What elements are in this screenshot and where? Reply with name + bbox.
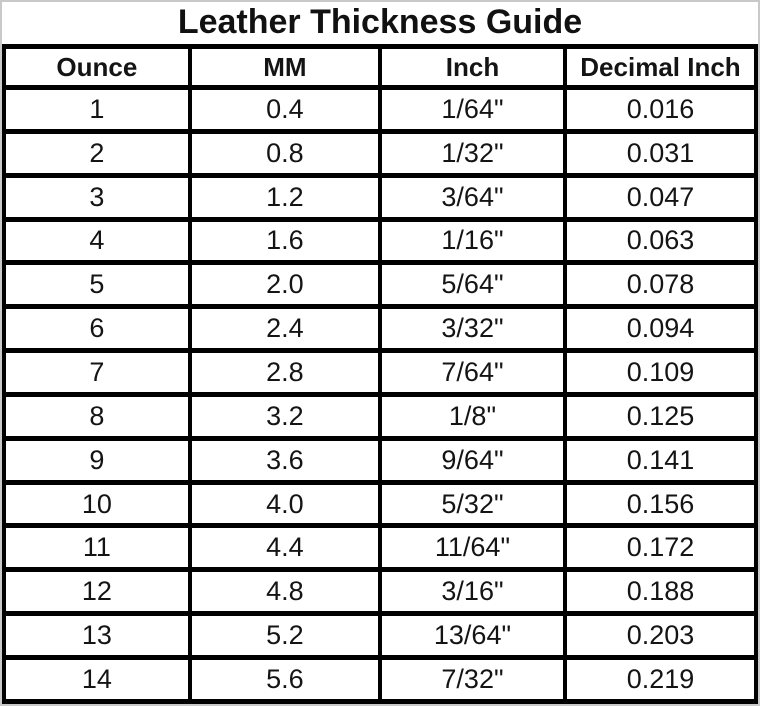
table-cell: 5 [2, 260, 192, 310]
table-cell: 0.016 [562, 85, 758, 134]
table-cell: 5.2 [187, 611, 382, 660]
table-cell: 0.047 [562, 172, 758, 222]
table-cell: 13 [2, 611, 192, 660]
table-cell: 0.203 [562, 611, 758, 660]
table-row: 11 4.4 11/64" 0.172 [2, 523, 758, 573]
table-cell: 1 [2, 85, 192, 134]
table-cell: 1/16" [377, 216, 567, 266]
table-row: 3 1.2 3/64" 0.047 [2, 172, 758, 222]
header-cell-inch: Inch [377, 44, 567, 90]
table-row: 9 3.6 9/64" 0.141 [2, 435, 758, 485]
table-cell: 11/64" [377, 523, 567, 573]
table-row: 13 5.2 13/64" 0.203 [2, 611, 758, 660]
table-cell: 1.2 [187, 172, 382, 222]
table-cell: 3.6 [187, 435, 382, 485]
table-cell: 7 [2, 348, 192, 397]
table-cell: 2 [2, 128, 192, 178]
table-cell: 1.6 [187, 216, 382, 266]
table-cell: 0.078 [562, 260, 758, 310]
table-row: 14 5.6 7/32" 0.219 [2, 654, 758, 704]
table-cell: 7/64" [377, 348, 567, 397]
table-cell: 14 [2, 654, 192, 704]
header-cell-ounce: Ounce [2, 44, 192, 90]
table-cell: 9/64" [377, 435, 567, 485]
table-cell: 3/32" [377, 304, 567, 354]
table-cell: 5/32" [377, 479, 567, 529]
table-cell: 0.4 [187, 85, 382, 134]
table-cell: 4 [2, 216, 192, 266]
table-cell: 0.063 [562, 216, 758, 266]
table-cell: 0.094 [562, 304, 758, 354]
table-cell: 4.4 [187, 523, 382, 573]
table-cell: 10 [2, 479, 192, 529]
table-cell: 7/32" [377, 654, 567, 704]
table-cell: 6 [2, 304, 192, 354]
table-row: 8 3.2 1/8" 0.125 [2, 391, 758, 441]
table-row: 10 4.0 5/32" 0.156 [2, 479, 758, 529]
table-cell: 2.8 [187, 348, 382, 397]
table-row: 5 2.0 5/64" 0.078 [2, 260, 758, 310]
table-cell: 2.0 [187, 260, 382, 310]
table-cell: 0.125 [562, 391, 758, 441]
table-cell: 11 [2, 523, 192, 573]
header-cell-mm: MM [187, 44, 382, 90]
header-cell-decimal-inch: Decimal Inch [562, 44, 758, 90]
table-row: 1 0.4 1/64" 0.016 [2, 85, 758, 134]
table-cell: 5/64" [377, 260, 567, 310]
table-row: 4 1.6 1/16" 0.063 [2, 216, 758, 266]
table-cell: 1/32" [377, 128, 567, 178]
table-cell: 3 [2, 172, 192, 222]
table-cell: 8 [2, 391, 192, 441]
table-cell: 4.8 [187, 567, 382, 617]
table-cell: 2.4 [187, 304, 382, 354]
table-header-row: Ounce MM Inch Decimal Inch [2, 44, 758, 90]
table-cell: 5.6 [187, 654, 382, 704]
table-cell: 0.172 [562, 523, 758, 573]
table-row: 7 2.8 7/64" 0.109 [2, 348, 758, 397]
table-row: 2 0.8 1/32" 0.031 [2, 128, 758, 178]
table-cell: 0.219 [562, 654, 758, 704]
table-cell: 0.188 [562, 567, 758, 617]
table-row: 6 2.4 3/32" 0.094 [2, 304, 758, 354]
table-cell: 3/16" [377, 567, 567, 617]
table-row: 12 4.8 3/16" 0.188 [2, 567, 758, 617]
table-cell: 9 [2, 435, 192, 485]
table-cell: 4.0 [187, 479, 382, 529]
table-cell: 12 [2, 567, 192, 617]
table-cell: 0.141 [562, 435, 758, 485]
table-body: 1 0.4 1/64" 0.016 2 0.8 1/32" 0.031 3 1.2 3/64" 0.0… [2, 85, 758, 704]
table-cell: 1/8" [377, 391, 567, 441]
table-cell: 0.8 [187, 128, 382, 178]
table-cell: 0.031 [562, 128, 758, 178]
table-cell: 0.156 [562, 479, 758, 529]
thickness-table: Ounce MM Inch Decimal Inch 1 0.4 1/64" 0.01… [2, 44, 758, 704]
table-cell: 1/64" [377, 85, 567, 134]
table-cell: 0.109 [562, 348, 758, 397]
table-cell: 3.2 [187, 391, 382, 441]
page-title: Leather Thickness Guide [177, 3, 583, 41]
table-cell: 13/64" [377, 611, 567, 660]
table-cell: 3/64" [377, 172, 567, 222]
